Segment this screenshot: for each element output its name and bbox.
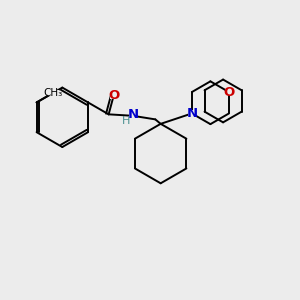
Bar [110, 92, 117, 99]
Text: N: N [128, 108, 139, 121]
Text: N: N [186, 107, 197, 120]
Bar [48, 89, 58, 96]
Text: H: H [122, 116, 131, 126]
Text: O: O [108, 89, 119, 102]
Bar [129, 112, 137, 119]
Text: CH₃: CH₃ [44, 88, 63, 98]
Text: O: O [223, 85, 235, 98]
Bar [225, 89, 233, 95]
Bar [188, 110, 195, 117]
